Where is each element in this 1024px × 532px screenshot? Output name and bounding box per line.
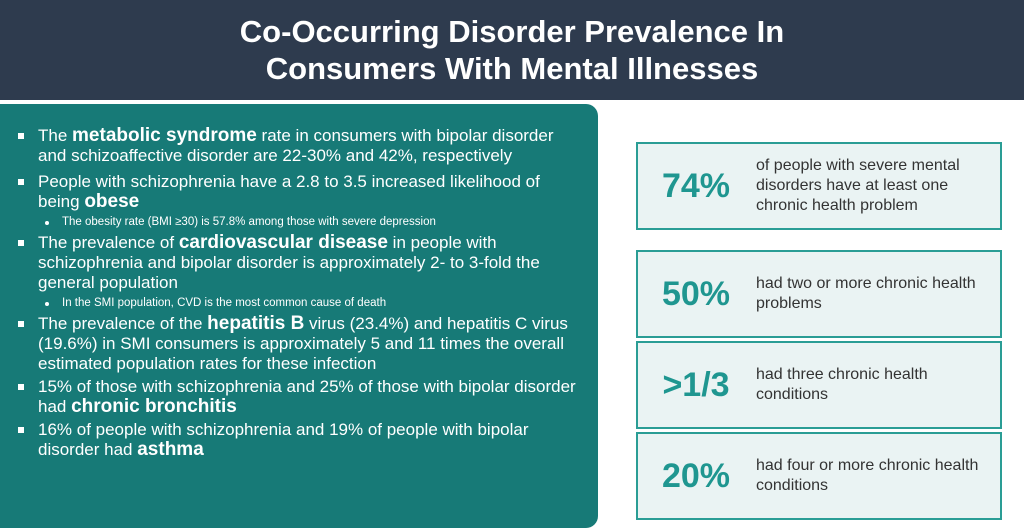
stat-value: 20%	[661, 456, 731, 495]
bullet-asthma: 16% of people with schizophrenia and 19%…	[16, 420, 580, 460]
stat-description: had four or more chronic health conditio…	[756, 457, 979, 494]
bullet-cardiovascular: The prevalence of cardiovascular disease…	[16, 233, 580, 293]
stat-value: 50%	[661, 274, 731, 313]
bullet-text: 15% of those with schizophrenia and 25% …	[38, 377, 576, 416]
stat-description: had three chronic health conditions	[756, 366, 928, 403]
stat-card-four-or-more: 20% had four or more chronic health cond…	[636, 432, 1002, 520]
bullet-obesity: People with schizophrenia have a 2.8 to …	[16, 172, 580, 212]
stat-card-at-least-one: 74% of people with severe mental disorde…	[636, 142, 1002, 230]
bullet-text: The prevalence of	[38, 233, 179, 252]
stat-description: of people with severe mental disorders h…	[756, 157, 960, 214]
bullet-emphasis: obese	[84, 191, 140, 212]
bullet-text: virus (23.4%) and hepatitis C virus (19.…	[38, 314, 568, 373]
stat-value: 74%	[661, 166, 731, 205]
stat-card-three: >1/3 had three chronic health conditions	[636, 341, 1002, 429]
bullet-emphasis: metabolic syndrome	[72, 125, 257, 146]
bullet-emphasis: chronic bronchitis	[71, 396, 237, 417]
stat-description: had two or more chronic health problems	[756, 275, 976, 312]
sub-bullet-cvd: In the SMI population, CVD is the most c…	[16, 295, 580, 312]
bullet-bronchitis: 15% of those with schizophrenia and 25% …	[16, 377, 580, 417]
bullet-metabolic-syndrome: The metabolic syndrome rate in consumers…	[16, 126, 580, 166]
bullet-emphasis: hepatitis B	[207, 313, 305, 334]
header-banner: Co-Occurring Disorder Prevalence In Cons…	[0, 0, 1024, 100]
bullet-text: in people with schizophrenia and bipolar…	[38, 233, 540, 292]
bullet-text: The prevalence of the	[38, 314, 208, 333]
bullet-text: The	[38, 126, 73, 145]
title-line-2: Consumers With Mental Illnesses	[265, 51, 759, 86]
stat-value: >1/3	[662, 365, 730, 404]
page-title: Co-Occurring Disorder Prevalence In Cons…	[240, 13, 784, 87]
bullet-hepatitis: The prevalence of the hepatitis B virus …	[16, 314, 580, 374]
bullet-emphasis: cardiovascular disease	[178, 232, 388, 253]
bullet-text: People with schizophrenia have a 2.8 to …	[38, 172, 540, 211]
findings-panel: The metabolic syndrome rate in consumers…	[0, 104, 598, 528]
title-line-1: Co-Occurring Disorder Prevalence In	[239, 14, 785, 49]
stat-card-two-or-more: 50% had two or more chronic health probl…	[636, 250, 1002, 338]
bullet-text: rate in consumers with bipolar disorder …	[38, 126, 554, 165]
bullet-text: 16% of people with schizophrenia and 19%…	[38, 420, 529, 459]
sub-bullet-obesity-rate: The obesity rate (BMI ≥30) is 57.8% amon…	[16, 214, 580, 231]
bullet-emphasis: asthma	[137, 439, 204, 460]
